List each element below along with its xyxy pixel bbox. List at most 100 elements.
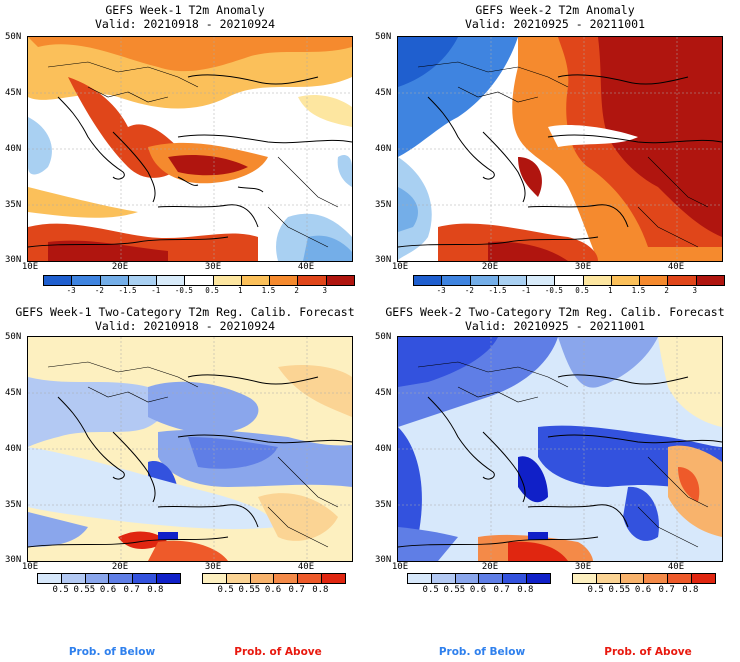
colorbar-segment	[274, 574, 299, 583]
colorbar-segment	[611, 276, 641, 285]
lat-label: 50N	[5, 32, 22, 42]
colorbar-tick-label: 0.7	[493, 585, 510, 595]
colorbar-segment	[72, 276, 101, 285]
lat-label: 35N	[5, 500, 22, 510]
lon-label: 10E	[391, 262, 409, 272]
colorbar-segment	[241, 276, 271, 285]
colorbar-tick-label: 0.5	[575, 286, 589, 295]
colorbar-segment	[527, 276, 556, 285]
colorbar-segment	[414, 276, 443, 285]
colorbar-segment	[133, 574, 158, 583]
colorbar-segment	[185, 276, 214, 285]
colorbar-segment	[620, 574, 645, 583]
colorbar-segment	[61, 574, 86, 583]
colorbar-tick-label: -1.5	[118, 286, 137, 295]
colorbar-tick-label: 0.7	[288, 585, 305, 595]
lat-label: 30N	[5, 555, 22, 565]
colorbar-tick-label: 0.5	[587, 585, 604, 595]
colorbar-tick-label: 0.8	[312, 585, 329, 595]
lat-label: 30N	[5, 255, 22, 265]
colorbar-tick-label: 0.6	[99, 585, 117, 595]
colorbar-segment	[270, 276, 299, 285]
colorbar-tick-label: -2	[464, 286, 474, 295]
colorbar-segment	[128, 276, 158, 285]
panel-title: GEFS Week-2 Two-Category T2m Reg. Calib.…	[385, 305, 725, 319]
lon-label: 40E	[297, 562, 315, 572]
week1-probability-panel: GEFS Week-1 Two-Category T2m Reg. Calib.…	[0, 302, 370, 602]
lat-label: 35N	[375, 200, 392, 210]
colorbar-segment	[250, 574, 275, 583]
lon-label: 10E	[21, 562, 39, 572]
colorbar-segment	[503, 574, 528, 583]
colorbar-segment	[157, 574, 180, 583]
colorbar-segment	[408, 574, 432, 583]
colorbar-tick-label: 0.6	[634, 585, 652, 595]
colorbar-segment	[498, 276, 528, 285]
colorbar-tick-label: -1	[151, 286, 161, 295]
colorbar-tick-label: 0.6	[264, 585, 282, 595]
prob-above-colorbar	[572, 573, 716, 584]
colorbar-segment	[696, 276, 724, 285]
panel-title: GEFS Week-1 T2m Anomaly	[105, 3, 265, 17]
lat-label: 45N	[5, 388, 22, 398]
colorbar-segment	[298, 276, 327, 285]
panel-title: GEFS Week-2 T2m Anomaly	[475, 3, 635, 17]
colorbar-segment	[596, 574, 621, 583]
colorbar-tick-label: 0.5	[217, 585, 234, 595]
colorbar-tick-label: 0.55	[443, 585, 466, 595]
prob-above-colorbar	[202, 573, 346, 584]
probability-map-week1	[27, 336, 353, 562]
colorbar-segment	[442, 276, 471, 285]
lat-label: 30N	[375, 555, 392, 565]
prob-below-colorbar	[37, 573, 181, 584]
colorbar-tick-label: 1	[238, 286, 243, 295]
colorbar-tick-label: 2	[294, 286, 299, 295]
lon-label: 20E	[481, 262, 499, 272]
colorbar-tick-label: 1.5	[631, 286, 646, 295]
panel-valid-date: Valid: 20210918 - 20210924	[94, 319, 275, 333]
colorbar-segment	[640, 276, 669, 285]
colorbar-segment	[668, 574, 693, 583]
colorbar-segment	[157, 276, 186, 285]
colorbar-segment	[692, 574, 715, 583]
colorbar-segment	[479, 574, 504, 583]
lon-label: 30E	[574, 262, 592, 272]
anomaly-colorbar	[413, 275, 725, 286]
colorbar-tick-label: 1.5	[261, 286, 276, 295]
lat-label: 35N	[5, 200, 22, 210]
colorbar-tick-label: 2	[664, 286, 669, 295]
lat-label: 30N	[375, 255, 392, 265]
colorbar-tick-label: 0.5	[422, 585, 439, 595]
colorbar-segment	[44, 276, 73, 285]
lon-label: 30E	[204, 262, 222, 272]
colorbar-tick-label: -0.5	[174, 286, 193, 295]
prob-below-colorbar	[407, 573, 551, 584]
colorbar-segment	[527, 574, 550, 583]
colorbar-tick-label: 0.7	[123, 585, 140, 595]
lon-label: 20E	[111, 562, 129, 572]
lat-label: 50N	[375, 332, 392, 342]
colorbar-tick-label: 0.8	[147, 585, 164, 595]
prob-above-label: Prob. of Above	[234, 646, 322, 658]
colorbar-tick-label: -1	[521, 286, 531, 295]
lat-label: 40N	[5, 144, 22, 154]
colorbar-tick-label: 0.7	[658, 585, 675, 595]
colorbar-segment	[213, 276, 242, 285]
lon-label: 40E	[297, 262, 315, 272]
lat-label: 50N	[375, 32, 392, 42]
colorbar-tick-label: -0.5	[544, 286, 563, 295]
panel-valid-date: Valid: 20210925 - 20211001	[464, 17, 645, 31]
lon-label: 10E	[21, 262, 39, 272]
colorbar-tick-label: 0.55	[73, 585, 96, 595]
colorbar-segment	[326, 276, 354, 285]
week1-anomaly-panel: GEFS Week-1 T2m Anomaly Valid: 20210918 …	[0, 0, 370, 300]
colorbar-tick-label: 0.8	[517, 585, 534, 595]
colorbar-tick-label: 0.55	[238, 585, 261, 595]
colorbar-tick-label: 0.5	[52, 585, 69, 595]
colorbar-tick-label: -3	[66, 286, 76, 295]
week2-anomaly-panel: GEFS Week-2 T2m Anomaly Valid: 20210925 …	[370, 0, 740, 300]
lat-label: 40N	[375, 444, 392, 454]
colorbar-segment	[226, 574, 251, 583]
colorbar-tick-label: 1	[608, 286, 613, 295]
colorbar-segment	[455, 574, 480, 583]
